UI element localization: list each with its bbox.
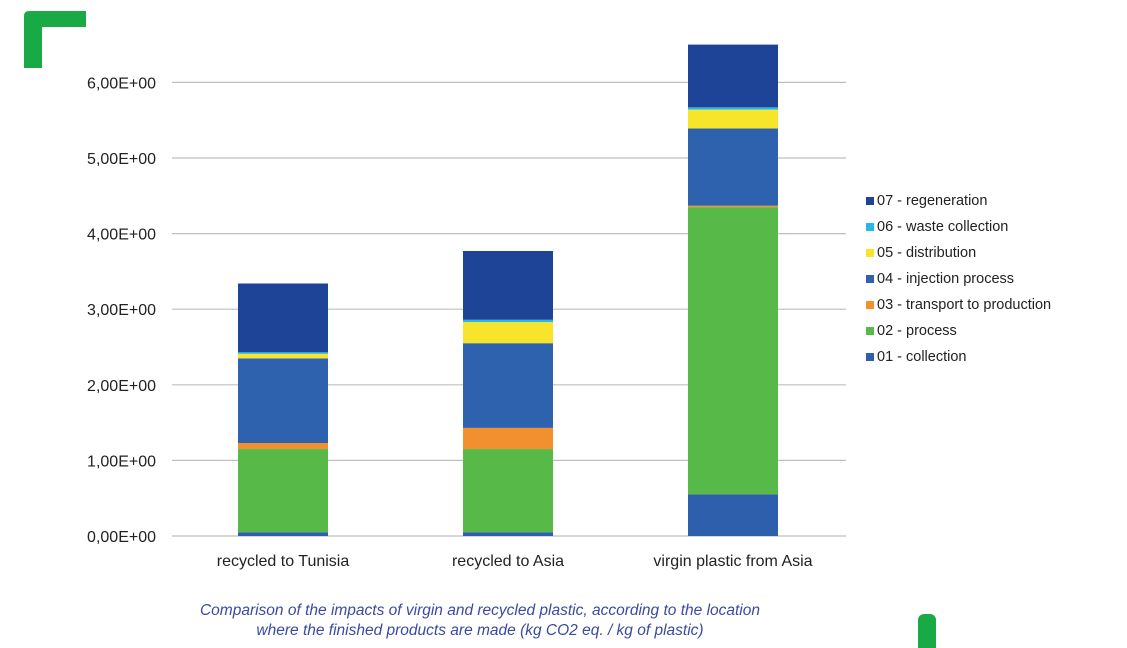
caption-line-2: where the finished products are made (kg… [256,622,704,639]
legend-swatch [866,353,874,361]
bar-segment [463,427,553,450]
bar-segment [688,207,778,495]
x-category-label: recycled to Asia [452,553,564,570]
x-category-label: virgin plastic from Asia [653,553,812,570]
bar-segment [688,44,778,108]
bar-segment [238,532,328,536]
bar-segment [238,358,328,444]
bar-segment [238,443,328,450]
y-tick-label: 2,00E+00 [87,378,156,395]
caption-line-1: Comparison of the impacts of virgin and … [199,602,760,619]
legend-swatch [866,223,874,231]
legend-label: 04 - injection process [877,271,1014,287]
stacked-bar-chart: 0,00E+00 1,00E+00 2,00E+00 3,00E+00 4,00E+00… [87,44,1051,570]
legend-label: 06 - waste collection [877,219,1008,235]
bars [238,44,778,536]
y-tick-label: 6,00E+00 [87,75,156,92]
legend-swatch [866,275,874,283]
figure-caption: Comparison of the impacts of virgin and … [60,601,900,641]
y-tick-label: 4,00E+00 [87,227,156,244]
y-axis-ticks: 0,00E+00 1,00E+00 2,00E+00 3,00E+00 4,00E+00… [87,75,156,546]
legend-label: 07 - regeneration [877,193,987,209]
legend-label: 05 - distribution [877,245,976,261]
bar-segment [463,343,553,428]
bar-segment [688,128,778,206]
bar-segment [688,205,778,208]
y-tick-label: 0,00E+00 [87,529,156,546]
corner-bracket-icon [24,11,86,68]
y-tick-label: 5,00E+00 [87,151,156,168]
x-category-label: recycled to Tunisia [217,553,350,570]
legend-swatch [866,249,874,257]
bar-segment [463,322,553,344]
y-tick-label: 3,00E+00 [87,302,156,319]
bar-segment [688,107,778,110]
x-axis-categories: recycled to Tunisia recycled to Asia virgi… [217,553,813,570]
bar-segment [463,449,553,533]
legend-swatch [866,327,874,335]
bar-segment [463,250,553,320]
bar-segment [238,283,328,353]
bar-segment [463,319,553,323]
bar-segment [688,494,778,536]
bar-segment [463,532,553,536]
legend-label: 03 - transport to production [877,297,1051,313]
bar-segment [238,352,328,354]
bar-segment [238,449,328,533]
green-pill-icon [918,614,936,648]
bar-segment [238,353,328,359]
legend: 07 - regeneration 06 - waste collection 05… [866,193,1051,365]
y-tick-label: 1,00E+00 [87,453,156,470]
legend-swatch [866,301,874,309]
bar-segment [688,109,778,129]
legend-label: 02 - process [877,323,957,339]
legend-swatch [866,197,874,205]
legend-label: 01 - collection [877,349,966,365]
